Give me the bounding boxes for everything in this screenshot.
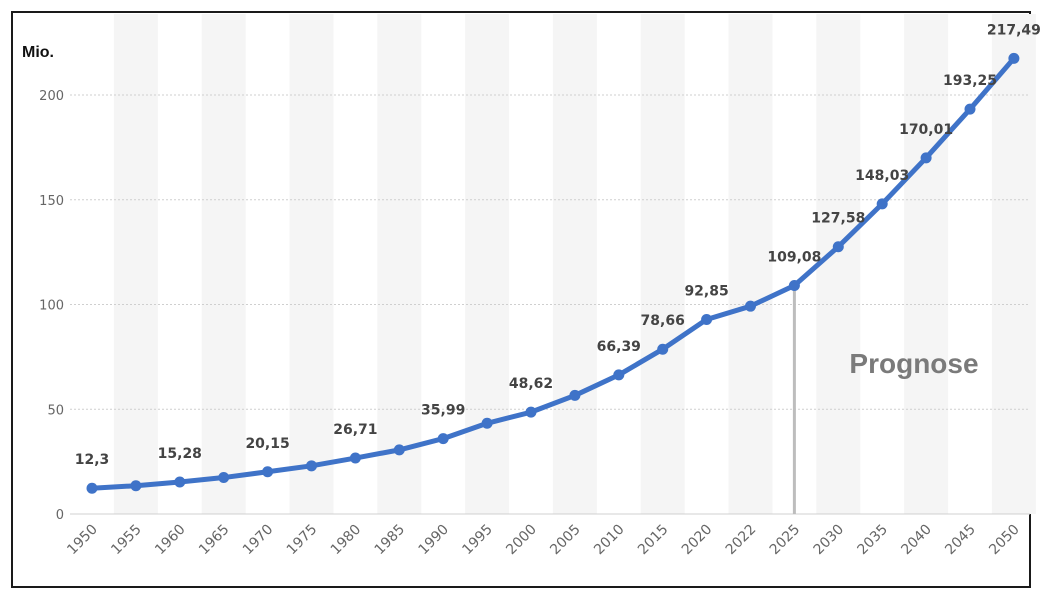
y-tick-label: 50 — [47, 403, 64, 418]
data-label: 92,85 — [684, 283, 728, 299]
y-tick-label: 200 — [39, 89, 64, 104]
data-label: 66,39 — [597, 339, 641, 355]
background-band — [991, 14, 1036, 514]
data-point — [306, 460, 317, 472]
x-tick-label: 1995 — [459, 522, 496, 559]
data-point — [569, 389, 581, 401]
data-label: 109,08 — [767, 249, 821, 265]
background-band — [640, 14, 685, 514]
x-axis-ticks: 1950 1955 1960 1965 1970 1975 1980 1985 1990 1995… — [64, 522, 1022, 559]
data-point — [788, 279, 800, 291]
data-label: 127,58 — [811, 211, 865, 227]
data-point — [218, 472, 230, 484]
data-point — [86, 482, 98, 494]
x-tick-label: 2030 — [811, 522, 848, 559]
data-point — [437, 433, 449, 445]
x-tick-label: 1975 — [284, 522, 321, 559]
x-tick-label: 1970 — [240, 522, 277, 559]
data-point — [701, 313, 713, 325]
y-tick-label: 100 — [39, 299, 64, 314]
data-label: 48,62 — [509, 376, 553, 392]
data-label: 15,28 — [158, 446, 202, 462]
gridlines — [70, 94, 1030, 515]
data-label: 78,66 — [641, 313, 685, 329]
x-tick-label: 1950 — [64, 522, 101, 559]
prognose-annotation: Prognose — [849, 348, 978, 379]
x-tick-label: 2020 — [679, 522, 716, 559]
data-point — [393, 444, 405, 456]
data-point — [920, 152, 932, 164]
series-line — [89, 55, 1017, 491]
background-band — [816, 14, 861, 514]
data-label: 26,71 — [333, 422, 377, 438]
y-axis-ticks: 0 50 100 150 200 — [39, 89, 64, 523]
data-label: 217,49 — [987, 22, 1041, 38]
series-path — [89, 55, 1017, 491]
background-band — [465, 14, 510, 514]
x-tick-label: 1980 — [328, 522, 365, 559]
chart-frame — [11, 11, 1031, 588]
x-tick-label: 2025 — [767, 522, 804, 559]
x-tick-label: 2050 — [986, 522, 1023, 559]
x-tick-label: 1955 — [108, 522, 145, 559]
x-tick-label: 2000 — [503, 522, 540, 559]
data-label: 12,3 — [75, 452, 110, 468]
data-point — [613, 369, 625, 381]
data-label: 148,03 — [855, 168, 909, 184]
background-band — [289, 14, 334, 514]
data-point — [262, 466, 274, 478]
data-label: 193,25 — [943, 73, 997, 89]
data-label: 20,15 — [245, 436, 289, 452]
x-tick-label: 2010 — [591, 522, 628, 559]
x-tick-label: 2040 — [898, 522, 935, 559]
data-point — [174, 476, 186, 488]
x-tick-label: 1965 — [196, 522, 233, 559]
x-tick-label: 2045 — [942, 522, 979, 559]
y-tick-label: 150 — [39, 194, 64, 209]
data-point — [481, 417, 493, 429]
background-band — [113, 14, 158, 514]
x-tick-label: 1960 — [152, 522, 189, 559]
data-point — [130, 480, 142, 492]
background-band — [728, 14, 773, 514]
x-tick-label: 2035 — [855, 522, 892, 559]
data-point — [745, 300, 756, 312]
background-band — [377, 14, 422, 514]
data-label: 35,99 — [421, 403, 465, 419]
background-band — [904, 14, 949, 514]
data-point — [657, 343, 669, 355]
x-tick-label: 1990 — [416, 522, 453, 559]
data-point — [349, 452, 361, 464]
data-label: 170,01 — [899, 122, 953, 138]
alternating-bands — [113, 14, 1036, 514]
data-points — [86, 52, 1020, 494]
data-point — [525, 406, 537, 418]
background-band — [552, 14, 597, 514]
y-axis-unit-label: Mio. — [22, 44, 54, 61]
data-point — [1008, 52, 1020, 64]
data-point — [876, 198, 888, 210]
x-tick-label: 1985 — [372, 522, 409, 559]
y-tick-label: 0 — [56, 508, 64, 523]
x-tick-label: 2022 — [723, 522, 760, 559]
x-tick-label: 2015 — [635, 522, 672, 559]
background-band — [201, 14, 246, 514]
data-point — [832, 241, 844, 253]
x-tick-label: 2005 — [547, 522, 584, 559]
data-point — [964, 103, 976, 115]
